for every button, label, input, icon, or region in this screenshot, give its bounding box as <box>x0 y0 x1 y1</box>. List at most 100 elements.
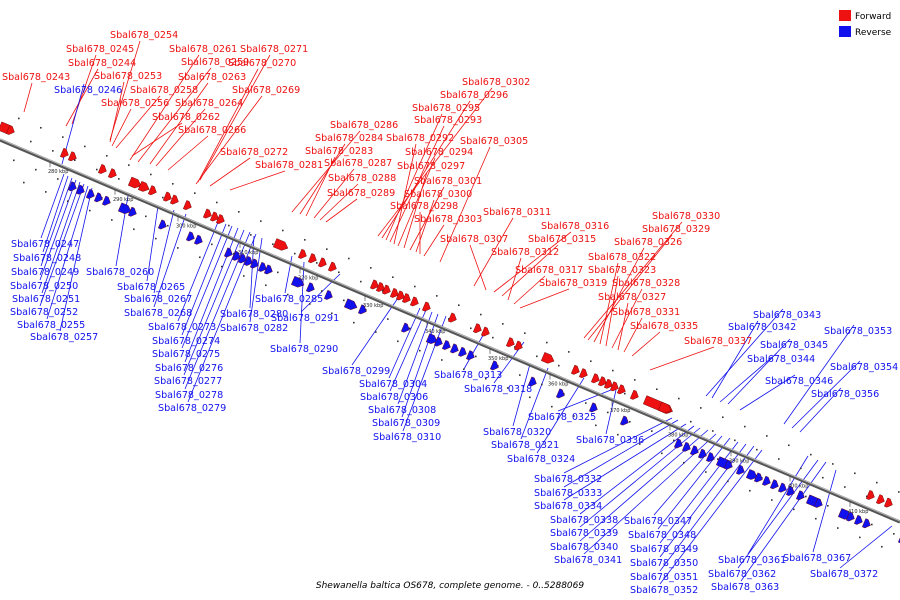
leader-line-forward <box>513 275 546 305</box>
gene-forward <box>513 340 523 351</box>
track-dot <box>502 323 504 325</box>
gene-forward <box>447 312 457 323</box>
leader-line-reverse <box>579 425 695 515</box>
track-dot <box>96 168 98 171</box>
leader-line-reverse <box>41 181 81 294</box>
gene-label-forward: Sbal678_0312 <box>491 247 559 258</box>
track-dot <box>62 136 64 138</box>
track-dot <box>382 290 384 292</box>
gene-forward <box>597 376 607 387</box>
axis-tick-label: 350 kbp <box>488 356 508 362</box>
track-dot <box>397 340 399 343</box>
gene-reverse <box>735 464 745 475</box>
gene-label-reverse: Sbal678_0362 <box>708 569 776 580</box>
leader-lines <box>23 40 893 585</box>
gene-label-forward: Sbal678_0253 <box>94 71 162 82</box>
gene-reverse <box>193 234 203 245</box>
leader-line-forward <box>519 288 570 309</box>
track-dot <box>749 489 751 492</box>
gene-reverse <box>231 250 241 261</box>
gene-label-reverse: Sbal678_0339 <box>550 528 618 539</box>
gene-forward <box>609 381 619 392</box>
leader-line-forward <box>409 186 445 251</box>
leader-line-reverse <box>181 223 227 336</box>
gene-label-reverse: Sbal678_0372 <box>810 569 878 580</box>
track-dot <box>529 396 531 399</box>
gene-reverse <box>185 231 195 242</box>
gene-reverse <box>243 256 253 266</box>
track-dot <box>705 471 707 473</box>
track-dot <box>717 458 719 460</box>
leader-line-reverse <box>563 417 673 474</box>
track-dot <box>228 224 230 227</box>
gene-forward <box>147 185 157 196</box>
gene-reverse <box>723 459 733 470</box>
leader-line-forward <box>111 108 132 147</box>
legend-swatch-reverse <box>839 26 851 37</box>
gene-forward <box>182 200 192 210</box>
gene-forward <box>272 238 289 251</box>
gene-label-reverse: Sbal678_0333 <box>534 488 602 499</box>
leader-line-forward <box>291 130 361 213</box>
gene-label-reverse: Sbal678_0351 <box>630 572 698 583</box>
track-dot <box>343 299 345 302</box>
leader-line-forward <box>599 262 619 345</box>
legend-swatch-forward <box>839 10 851 21</box>
gene-label-forward: Sbal678_0301 <box>414 176 482 187</box>
gene-forward <box>127 176 142 189</box>
gene-forward <box>107 168 117 179</box>
gene-reverse <box>753 472 763 483</box>
gene-reverse <box>681 441 691 452</box>
leader-line-reverse <box>177 221 219 322</box>
leader-line-forward <box>167 135 209 171</box>
leader-line-reverse <box>153 213 187 308</box>
leader-line-forward <box>197 68 259 183</box>
gene-label-forward: Sbal678_0271 <box>240 44 308 55</box>
leader-line-reverse <box>657 437 731 530</box>
leader-line-reverse <box>187 233 257 403</box>
gene-forward <box>215 214 225 224</box>
gene-label-reverse: Sbal678_0342 <box>728 322 796 333</box>
gene-forward <box>59 147 69 158</box>
track-dot <box>793 508 795 511</box>
leader-line-reverse <box>557 387 617 412</box>
gene-label-forward: Sbal678_0295 <box>412 103 480 114</box>
gene-forward <box>657 401 672 414</box>
gene-reverse <box>433 336 443 347</box>
gene-forward <box>616 384 626 395</box>
track-dot <box>216 201 218 204</box>
gene-label-reverse: Sbal678_0356 <box>811 389 879 400</box>
leader-line-forward <box>605 275 619 347</box>
gene-forward <box>570 364 580 375</box>
leader-line-reverse <box>799 387 842 433</box>
leader-line-forward <box>109 81 125 143</box>
track-dot <box>155 237 157 240</box>
track-dot <box>866 495 868 498</box>
track-dot <box>67 200 69 203</box>
track-dot <box>470 327 472 330</box>
leader-line-reverse <box>389 309 427 392</box>
gene-reverse <box>527 376 537 387</box>
gene-reverse <box>257 261 267 272</box>
gene-label-reverse: Sbal678_0354 <box>830 362 898 373</box>
track-dot <box>629 420 631 423</box>
track-dot <box>375 331 377 333</box>
leader-line-reverse <box>659 445 755 572</box>
map-caption: Shewanella baltica OS678, complete genom… <box>316 581 585 591</box>
track-dot <box>734 439 736 442</box>
gene-forward <box>162 191 172 202</box>
gene-label-forward: Sbal678_0254 <box>110 30 178 41</box>
gene-label-forward: Sbal678_0331 <box>612 307 680 318</box>
gene-label-reverse: Sbal678_0343 <box>753 310 821 321</box>
gene-label-forward: Sbal678_0303 <box>414 214 482 225</box>
track-dot <box>771 499 773 501</box>
leader-line-forward <box>439 146 491 263</box>
gene-reverse <box>897 533 900 544</box>
gene-label-reverse: Sbal678_0275 <box>152 349 220 360</box>
gene-reverse <box>357 304 367 315</box>
leader-line-reverse <box>563 419 679 488</box>
gene-forward <box>297 248 307 259</box>
leader-line-forward <box>611 288 643 349</box>
gene-reverse <box>127 206 137 217</box>
